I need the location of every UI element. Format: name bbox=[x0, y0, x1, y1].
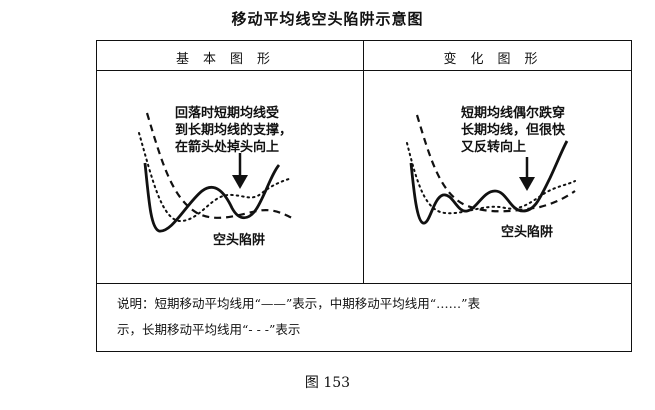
short-term-ma-line bbox=[143, 162, 281, 233]
header-divider bbox=[97, 70, 631, 71]
variant-pattern-label: 空头陷阱 bbox=[501, 225, 554, 240]
figure-caption: 图 153 bbox=[304, 375, 351, 391]
legend-description: 说明：短期移动平均线用“——”表示，中期移动平均线用“……”表 示，长期移动平均… bbox=[117, 296, 481, 337]
basic-pattern-note: 回落时短期均线受 到长期均线的支撑， 在箭头处掉头向上 bbox=[175, 106, 293, 155]
long-term-ma-line bbox=[415, 114, 576, 213]
description-divider bbox=[97, 283, 631, 284]
diagram-frame: 基本图形 变化图形 回落时短期均线受 到长期均线的支撑， 在箭头处掉头向上 空头… bbox=[96, 40, 632, 352]
basic-pattern-header: 基本图形 bbox=[175, 52, 284, 67]
variant-pattern-chart bbox=[406, 114, 576, 225]
diagram-title: 移动平均线空头陷阱示意图 bbox=[231, 10, 424, 28]
basic-pattern-chart bbox=[138, 112, 293, 233]
arrow-icon bbox=[519, 157, 535, 191]
basic-pattern-label: 空头陷阱 bbox=[213, 233, 266, 248]
mid-term-ma-line bbox=[406, 142, 576, 215]
variant-pattern-note: 短期均线偶尔跌穿 长期均线，但很快 又反转向上 bbox=[461, 106, 566, 155]
arrow-icon bbox=[232, 153, 248, 189]
long-term-ma-line bbox=[145, 112, 293, 219]
panel-divider bbox=[363, 41, 364, 283]
short-term-ma-line bbox=[409, 140, 569, 225]
variant-pattern-header: 变化图形 bbox=[443, 52, 552, 67]
